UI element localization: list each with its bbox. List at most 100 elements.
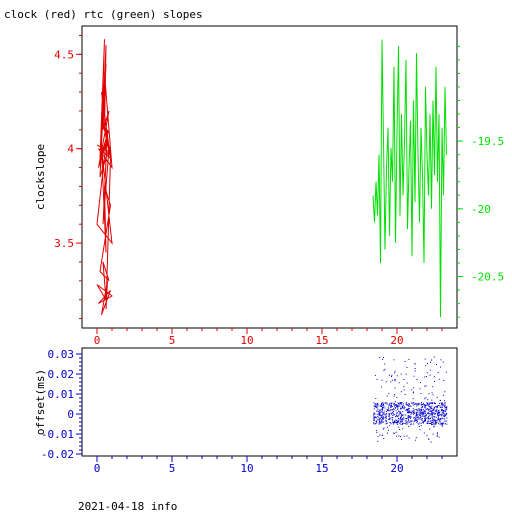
offset-point — [402, 423, 403, 424]
offset-point — [439, 414, 441, 416]
bottom-x-axis: 0 5 10 15 20 — [94, 456, 443, 475]
offset-point — [390, 406, 392, 408]
offset-point — [439, 418, 441, 420]
offset-point — [404, 361, 406, 363]
offset-point — [403, 414, 405, 416]
top-y-axis-label: clockslope — [34, 144, 47, 210]
offset-point — [433, 418, 435, 420]
offset-point — [374, 417, 376, 419]
offset-point — [441, 408, 442, 410]
offset-point — [407, 421, 409, 423]
offset-point — [411, 412, 413, 414]
offset-point — [402, 418, 404, 419]
offset-point — [414, 370, 416, 372]
offset-point — [431, 416, 433, 418]
offset-point — [436, 412, 438, 414]
offset-point — [411, 420, 413, 422]
offset-point — [412, 413, 414, 415]
offset-point — [417, 414, 419, 416]
offset-point — [440, 418, 442, 420]
offset-point — [429, 374, 431, 376]
offset-point — [379, 410, 381, 412]
offset-point — [425, 417, 427, 419]
offset-point — [373, 418, 375, 420]
bottom-y-tick-label: 0 — [67, 408, 74, 421]
offset-point — [373, 422, 375, 424]
offset-point — [429, 414, 431, 416]
offset-point — [373, 417, 375, 418]
offset-point — [386, 422, 388, 424]
offset-point — [419, 388, 421, 390]
offset-point — [391, 409, 393, 411]
offset-point — [396, 397, 398, 398]
offset-point — [440, 414, 442, 416]
offset-point — [398, 418, 400, 420]
offset-point — [400, 402, 402, 403]
offset-point — [434, 419, 436, 421]
offset-point — [443, 410, 445, 412]
offset-point — [404, 407, 406, 409]
offset-point — [403, 386, 405, 387]
offset-point — [427, 402, 429, 404]
offset-point — [431, 403, 433, 405]
offset-point — [425, 417, 427, 419]
offset-point — [409, 416, 411, 418]
offset-point — [428, 410, 430, 412]
offset-point — [383, 407, 385, 409]
offset-point — [427, 417, 429, 419]
offset-point — [394, 421, 396, 423]
offset-point — [392, 415, 394, 416]
offset-point — [396, 423, 398, 425]
offset-point — [386, 415, 388, 417]
offset-point — [427, 399, 429, 401]
offset-point — [397, 407, 399, 409]
offset-point — [430, 417, 431, 419]
offset-point — [403, 389, 405, 391]
offset-point — [373, 408, 375, 410]
offset-point — [435, 423, 437, 424]
offset-point — [390, 423, 392, 425]
offset-point — [379, 420, 380, 422]
offset-point — [389, 410, 391, 412]
offset-point — [394, 387, 396, 389]
offset-point — [437, 418, 439, 420]
offset-point — [424, 404, 425, 406]
top-series-group — [96, 39, 447, 318]
offset-point — [401, 419, 403, 421]
offset-point — [408, 437, 410, 439]
offset-point — [430, 423, 431, 424]
offset-point — [374, 423, 376, 425]
offset-point — [379, 411, 381, 413]
offset-point — [383, 405, 385, 407]
offset-point — [378, 414, 380, 416]
offset-point — [428, 403, 430, 405]
offset-point — [438, 423, 440, 425]
offset-point — [415, 403, 417, 405]
offset-point — [407, 418, 409, 420]
offset-point — [373, 416, 375, 418]
offset-point — [416, 378, 418, 380]
offset-point — [382, 418, 384, 420]
offset-point — [433, 420, 435, 422]
offset-point — [380, 415, 382, 417]
bottom-x-tick-label: 5 — [169, 462, 176, 475]
offset-point — [402, 428, 404, 430]
offset-point — [384, 368, 386, 370]
offset-point — [383, 412, 385, 414]
offset-point — [387, 406, 389, 408]
offset-point — [381, 421, 383, 423]
offset-point — [379, 422, 381, 424]
offset-point — [438, 421, 440, 423]
offset-point — [432, 417, 434, 419]
offset-point — [374, 374, 376, 376]
offset-point — [422, 406, 424, 407]
offset-point — [412, 392, 414, 394]
offset-point — [413, 412, 414, 414]
offset-point — [408, 402, 410, 404]
offset-point — [391, 404, 392, 406]
offset-point — [393, 421, 395, 423]
offset-point — [414, 412, 416, 414]
offset-point — [414, 363, 416, 365]
offset-point — [436, 406, 438, 408]
top-y-axis: 3.5 4 4.5 — [54, 34, 82, 320]
